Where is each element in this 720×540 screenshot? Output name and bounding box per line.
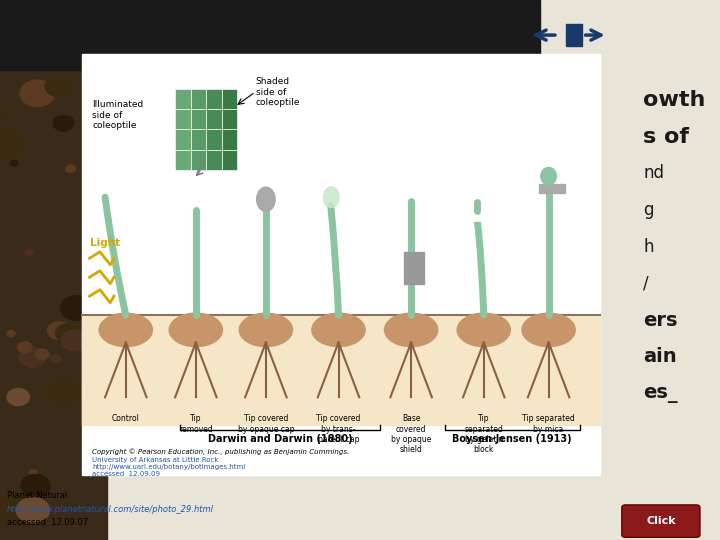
Text: accessed  12.09.07: accessed 12.09.07: [7, 518, 89, 528]
Bar: [206, 150, 222, 170]
Circle shape: [7, 330, 15, 337]
Bar: [175, 109, 191, 130]
Circle shape: [0, 494, 37, 525]
Text: ers: ers: [643, 310, 678, 330]
Circle shape: [45, 77, 71, 97]
Text: Copyright © Pearson Education, Inc., publishing as Benjamin Cummings.: Copyright © Pearson Education, Inc., pub…: [92, 448, 349, 455]
Circle shape: [44, 377, 83, 407]
Bar: [206, 89, 222, 109]
Circle shape: [35, 349, 49, 360]
Bar: [222, 109, 238, 130]
Text: http://www.planetnatural.com/site/photo_29.html: http://www.planetnatural.com/site/photo_…: [7, 505, 214, 514]
Circle shape: [21, 475, 50, 497]
Text: es_: es_: [643, 384, 678, 403]
Bar: [206, 130, 222, 150]
Ellipse shape: [99, 313, 153, 347]
Circle shape: [24, 249, 33, 256]
Circle shape: [55, 324, 81, 342]
Text: Tip covered
by trans-
parent cap: Tip covered by trans- parent cap: [316, 414, 361, 444]
Text: ain: ain: [643, 347, 677, 367]
Ellipse shape: [384, 313, 438, 347]
Circle shape: [85, 256, 94, 262]
Text: Shaded
side of
coleoptile: Shaded side of coleoptile: [256, 77, 300, 107]
Circle shape: [61, 330, 89, 350]
Ellipse shape: [256, 187, 275, 212]
Ellipse shape: [323, 187, 339, 207]
Bar: [0, 0, 540, 70]
Text: h: h: [643, 238, 654, 256]
Circle shape: [0, 107, 10, 118]
Circle shape: [66, 165, 76, 172]
FancyBboxPatch shape: [622, 505, 700, 537]
Text: Darwin and Darwin (1880): Darwin and Darwin (1880): [207, 434, 352, 444]
Bar: [175, 89, 191, 109]
Circle shape: [87, 156, 98, 165]
Text: Tip covered
by opaque cap: Tip covered by opaque cap: [238, 414, 294, 434]
Text: Control: Control: [112, 414, 140, 423]
Text: Base
covered
by opaque
shield: Base covered by opaque shield: [391, 414, 431, 454]
Circle shape: [53, 116, 73, 131]
Circle shape: [60, 296, 93, 320]
Text: /: /: [643, 274, 649, 293]
Text: Tip separated
by mica: Tip separated by mica: [522, 414, 575, 434]
Bar: [222, 150, 238, 170]
Circle shape: [84, 310, 112, 332]
Circle shape: [10, 160, 18, 166]
Text: Click: Click: [646, 516, 675, 526]
Bar: [175, 130, 191, 150]
Text: Tip
removed: Tip removed: [179, 414, 212, 434]
Circle shape: [86, 423, 107, 438]
Circle shape: [7, 389, 30, 406]
Text: Illuminated
side of
coleoptile: Illuminated side of coleoptile: [92, 100, 143, 130]
Text: s of: s of: [643, 126, 689, 147]
Bar: [175, 150, 191, 170]
Polygon shape: [82, 315, 600, 424]
Circle shape: [18, 342, 32, 353]
Circle shape: [83, 131, 110, 151]
Ellipse shape: [312, 313, 365, 347]
Circle shape: [17, 497, 50, 523]
Circle shape: [50, 355, 61, 363]
Bar: [191, 130, 206, 150]
Bar: [0, 65, 107, 540]
Text: Boysen-Jensen (1913): Boysen-Jensen (1913): [452, 434, 572, 444]
Bar: [222, 130, 238, 150]
Text: Light: Light: [89, 238, 120, 248]
Text: Tip
separated
by gelatin
block: Tip separated by gelatin block: [464, 414, 503, 454]
Ellipse shape: [239, 313, 292, 347]
Ellipse shape: [541, 167, 557, 185]
Text: Planet Natural: Planet Natural: [7, 491, 68, 501]
Text: University of Arkansas at Little Rock
http://www.uarl.edu/botany/botimages.html
: University of Arkansas at Little Rock ht…: [92, 457, 246, 477]
Text: nd: nd: [643, 164, 664, 183]
Bar: [206, 109, 222, 130]
Text: owth: owth: [643, 90, 706, 110]
Ellipse shape: [169, 313, 222, 347]
Bar: [191, 150, 206, 170]
Circle shape: [30, 470, 37, 476]
Bar: [191, 89, 206, 109]
Circle shape: [90, 144, 103, 154]
Ellipse shape: [522, 313, 575, 347]
Ellipse shape: [457, 313, 510, 347]
Bar: [191, 109, 206, 130]
Bar: [82, 54, 600, 475]
Circle shape: [20, 80, 55, 106]
Bar: [567, 24, 582, 46]
Circle shape: [48, 322, 71, 340]
Circle shape: [0, 129, 23, 160]
Bar: [222, 89, 238, 109]
Bar: [404, 252, 425, 284]
Bar: [539, 184, 565, 193]
Circle shape: [87, 254, 100, 264]
Text: g: g: [643, 201, 654, 219]
Circle shape: [19, 347, 45, 367]
